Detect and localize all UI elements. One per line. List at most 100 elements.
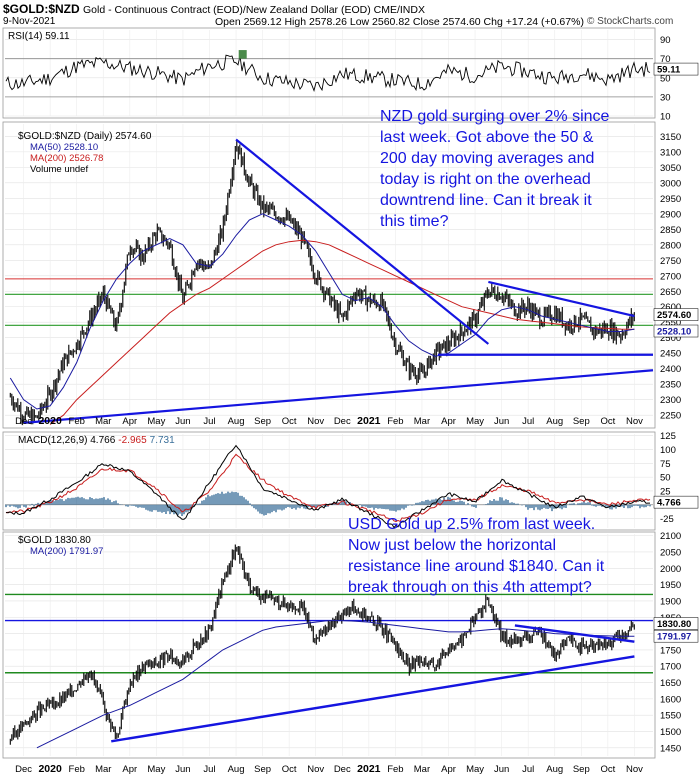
- watermark: © StockCharts.com: [587, 16, 674, 27]
- x-tick-label: May: [466, 416, 484, 427]
- x-tick-label: Aug: [228, 764, 245, 775]
- x-tick-label: 2021: [357, 415, 381, 427]
- trend-line: [23, 369, 654, 424]
- y-tick-label: 25: [660, 486, 671, 497]
- rsi-last-value: 59.11: [657, 65, 681, 76]
- x-tick-label: Aug: [228, 416, 245, 427]
- x-tick-label: Dec: [15, 764, 32, 775]
- nzd-ma50-last: 2528.10: [657, 327, 691, 338]
- annotation-nzd: NZD gold surging over 2% since last week…: [380, 106, 609, 232]
- usd-legend-main: $GOLD 1830.80: [18, 535, 91, 546]
- y-tick-label: 100: [660, 445, 676, 456]
- usd-last-price-box: [653, 617, 699, 630]
- usd-ma200-last-box: [653, 629, 699, 643]
- nzd-last-price-box: [653, 308, 699, 321]
- y-tick-label: 30: [660, 92, 671, 103]
- macd-histogram: [5, 491, 651, 516]
- y-tick-label: 1500: [660, 727, 681, 738]
- macd-last-value: 4.766: [657, 498, 681, 509]
- x-tick-label: Nov: [307, 416, 324, 427]
- y-tick-label: 2800: [660, 240, 681, 251]
- x-tick-label: Aug: [546, 416, 563, 427]
- y-tick-label: 75: [660, 459, 671, 470]
- y-tick-label: 2500: [660, 333, 681, 344]
- nzd-last-price: 2574.60: [657, 310, 691, 321]
- y-tick-label: 2650: [660, 287, 681, 298]
- x-tick-label: Dec: [334, 764, 351, 775]
- macd-last-value-box: [653, 495, 699, 509]
- y-tick-label: 3050: [660, 163, 681, 174]
- annotation-nzd-line: downtrend line. Can it break it: [380, 192, 592, 209]
- y-tick-label: 1750: [660, 645, 681, 656]
- rsi-overbought-fill: [238, 50, 247, 59]
- nzd-ma50-line: [9, 213, 635, 410]
- y-tick-label: 2000: [660, 564, 681, 575]
- y-tick-label: 2900: [660, 209, 681, 220]
- x-tick-label: Apr: [122, 764, 137, 775]
- x-tick-label: 2020: [38, 763, 62, 775]
- x-tick-label: Feb: [387, 764, 403, 775]
- x-tick-label: Oct: [600, 416, 615, 427]
- trend-line: [235, 138, 490, 345]
- x-tick-label: Feb: [387, 416, 403, 427]
- x-tick-label: Jun: [494, 416, 509, 427]
- usd-legend-ma200: MA(200) 1791.97: [30, 546, 103, 557]
- macd-panel: [2, 431, 656, 531]
- x-tick-label: Mar: [414, 764, 430, 775]
- y-tick-label: 125: [660, 431, 676, 442]
- macd-legend-signal: -2.965: [118, 435, 147, 446]
- x-tick-label: May: [466, 764, 484, 775]
- annotation-nzd-line: last week. Got above the 50 &: [380, 129, 594, 146]
- chart-title: $GOLD:$NZD Gold - Continuous Contract (E…: [3, 2, 425, 16]
- y-tick-label: 50: [660, 73, 671, 84]
- annotation-nzd-line: this time?: [380, 213, 449, 230]
- y-tick-label: 2950: [660, 194, 681, 205]
- macd-legend: MACD(12,26,9) 4.766 -2.965 7.731: [18, 435, 175, 446]
- y-tick-label: 1550: [660, 711, 681, 722]
- y-tick-label: 1600: [660, 694, 681, 705]
- nzd-legend-main: $GOLD:$NZD (Daily) 2574.60: [18, 131, 152, 142]
- x-tick-label: Nov: [626, 416, 643, 427]
- y-tick-label: -25: [660, 514, 674, 525]
- nzd-legend-ma50: MA(50) 2528.10: [30, 142, 98, 153]
- y-tick-label: 2450: [660, 349, 681, 360]
- y-tick-label: 1900: [660, 596, 681, 607]
- y-tick-label: 2600: [660, 302, 681, 313]
- x-tick-label: Oct: [282, 764, 297, 775]
- y-tick-label: 1700: [660, 662, 681, 673]
- usd-last-price: 1830.80: [657, 619, 691, 630]
- x-tick-label: 2020: [38, 415, 62, 427]
- y-tick-label: 2400: [660, 364, 681, 375]
- x-tick-label: Nov: [626, 764, 643, 775]
- x-tick-label: Sep: [573, 416, 590, 427]
- annotation-nzd-line: 200 day moving averages and: [380, 150, 595, 167]
- x-tick-label: Jun: [175, 416, 190, 427]
- y-tick-label: 1450: [660, 743, 681, 754]
- macd-line: [5, 444, 650, 529]
- usd-ma200-line: [36, 620, 635, 749]
- y-tick-label: 70: [660, 54, 671, 65]
- nzd-legend-volume: Volume undef: [30, 164, 88, 175]
- x-tick-label: Jun: [175, 764, 190, 775]
- rsi-line: [5, 54, 651, 92]
- gold-nzd-panel: [2, 121, 656, 429]
- ohlc-summary: Open 2569.12 High 2578.26 Low 2560.82 Cl…: [215, 16, 584, 28]
- y-tick-label: 2300: [660, 395, 681, 406]
- x-tick-label: 2021: [357, 763, 381, 775]
- x-tick-label: Sep: [254, 764, 271, 775]
- trend-line: [111, 655, 635, 743]
- rsi-last-value-box: [653, 62, 699, 76]
- x-tick-label: May: [147, 764, 165, 775]
- annotation-nzd-line: today is right on the overhead: [380, 171, 591, 188]
- chart-date: 9-Nov-2021: [3, 16, 56, 27]
- x-tick-label: Oct: [600, 764, 615, 775]
- y-tick-label: 10: [660, 112, 671, 123]
- y-tick-label: 3150: [660, 132, 681, 143]
- y-tick-label: 2100: [660, 531, 681, 542]
- usd-price-bars: [9, 544, 635, 745]
- x-tick-label: Jul: [203, 764, 215, 775]
- x-tick-label: Jul: [522, 416, 534, 427]
- rsi-legend: RSI(14) 59.11: [8, 31, 70, 42]
- nzd-ma50-last-box: [653, 324, 699, 338]
